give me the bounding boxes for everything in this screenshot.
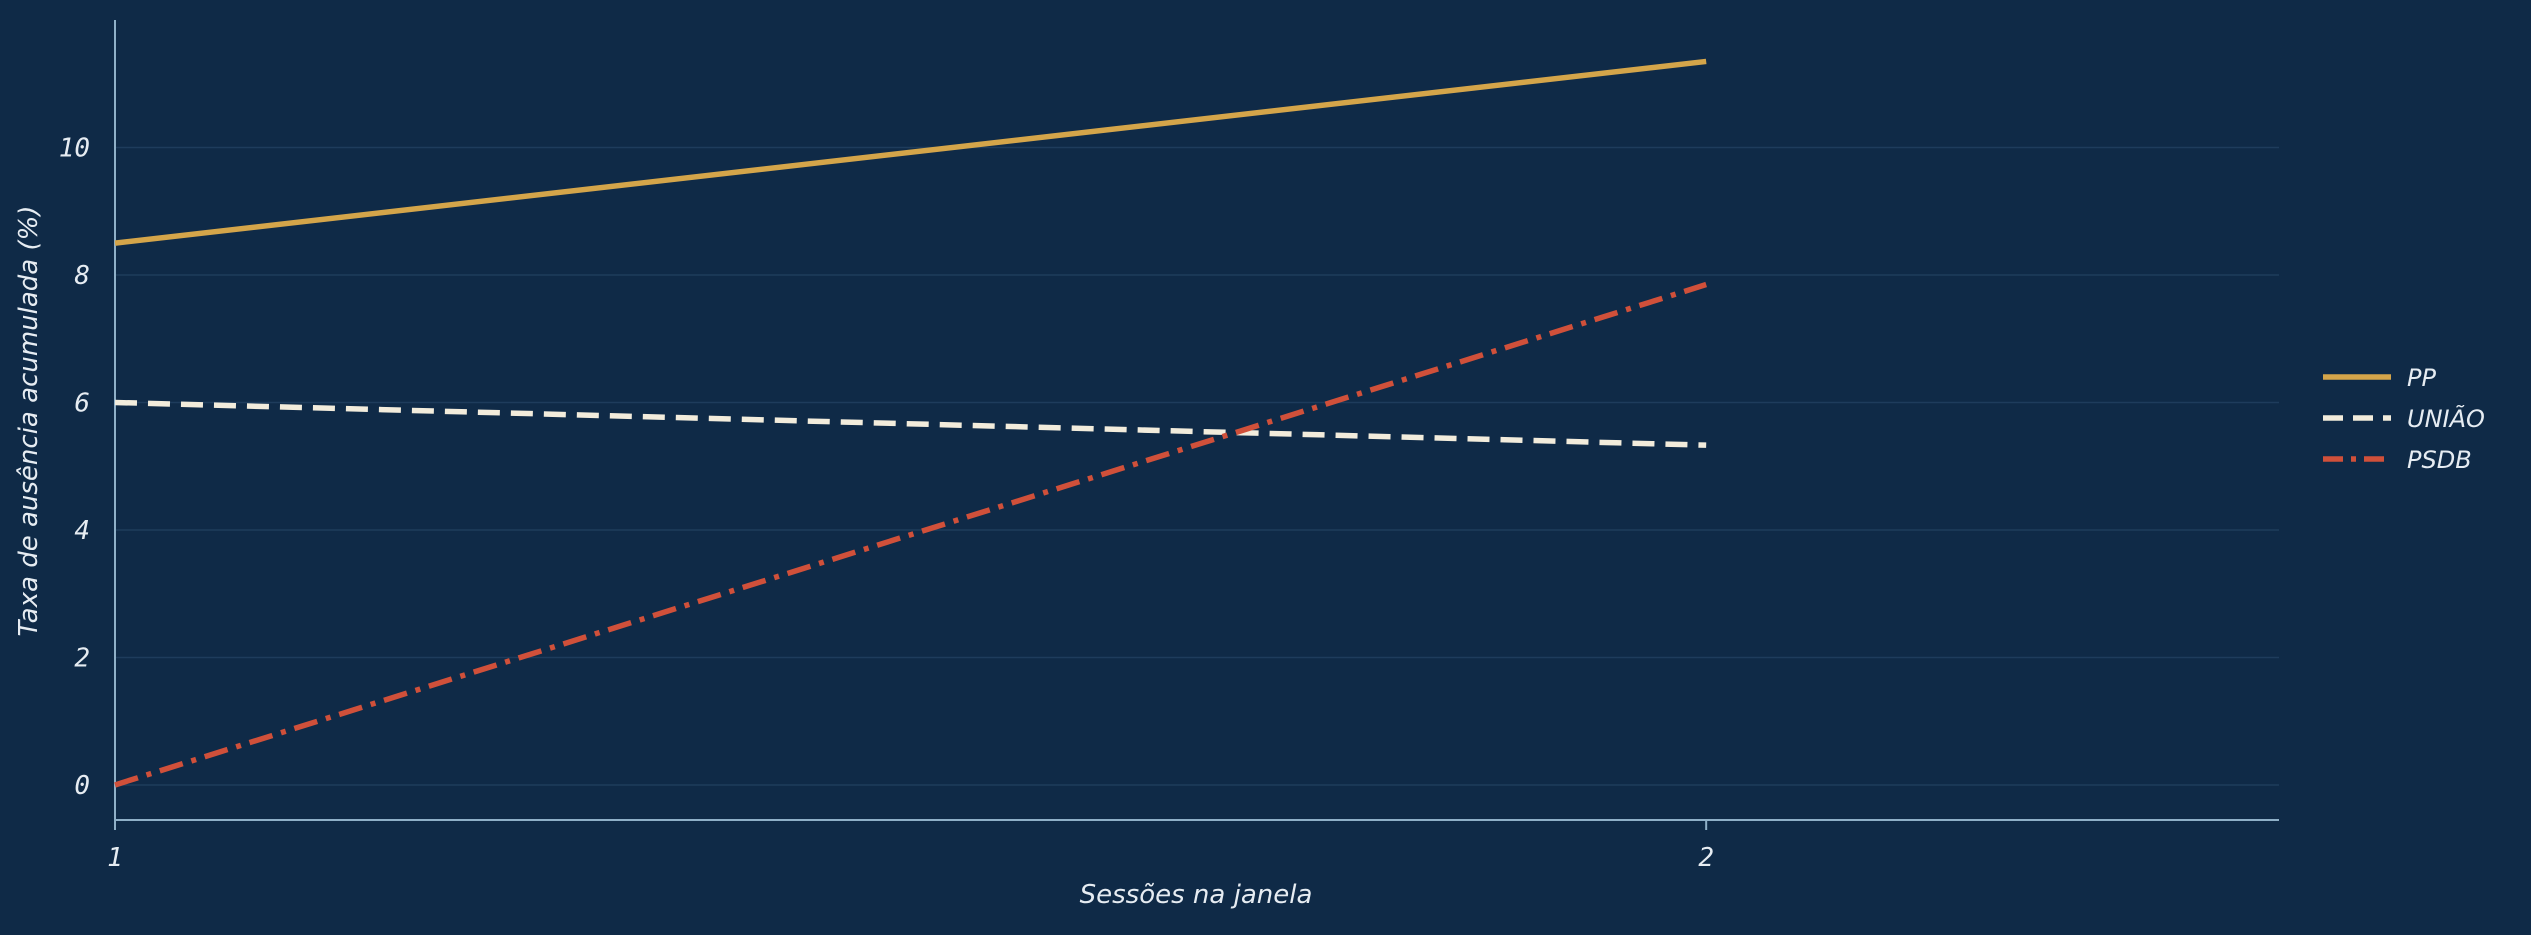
series-lines (114, 58, 1708, 788)
series-line-psdb (114, 281, 1708, 788)
y-tick-label: 10 (59, 133, 90, 163)
legend-label: PP (2407, 364, 2436, 392)
legend-label: PSDB (2407, 446, 2472, 474)
y-tick-label: 6 (74, 388, 90, 418)
legend: PP UNIÃO PSDB (2323, 364, 2485, 474)
series-line-uni-o (114, 399, 1707, 448)
y-tick-label: 4 (74, 516, 90, 546)
y-tick-label: 0 (74, 771, 90, 801)
x-tick-label: 1 (107, 843, 123, 873)
y-axis-title: Taxa de ausência acumulada (%) (14, 206, 44, 637)
x-tick-label: 2 (1698, 843, 1714, 873)
axes (114, 20, 2279, 830)
legend-label: UNIÃO (2407, 403, 2485, 433)
series-line-pp (114, 58, 1707, 246)
y-tick-label: 8 (74, 261, 90, 291)
x-axis-title: Sessões na janela (1080, 880, 1313, 910)
y-tick-label: 2 (74, 643, 90, 673)
grid-lines (115, 146, 2279, 786)
